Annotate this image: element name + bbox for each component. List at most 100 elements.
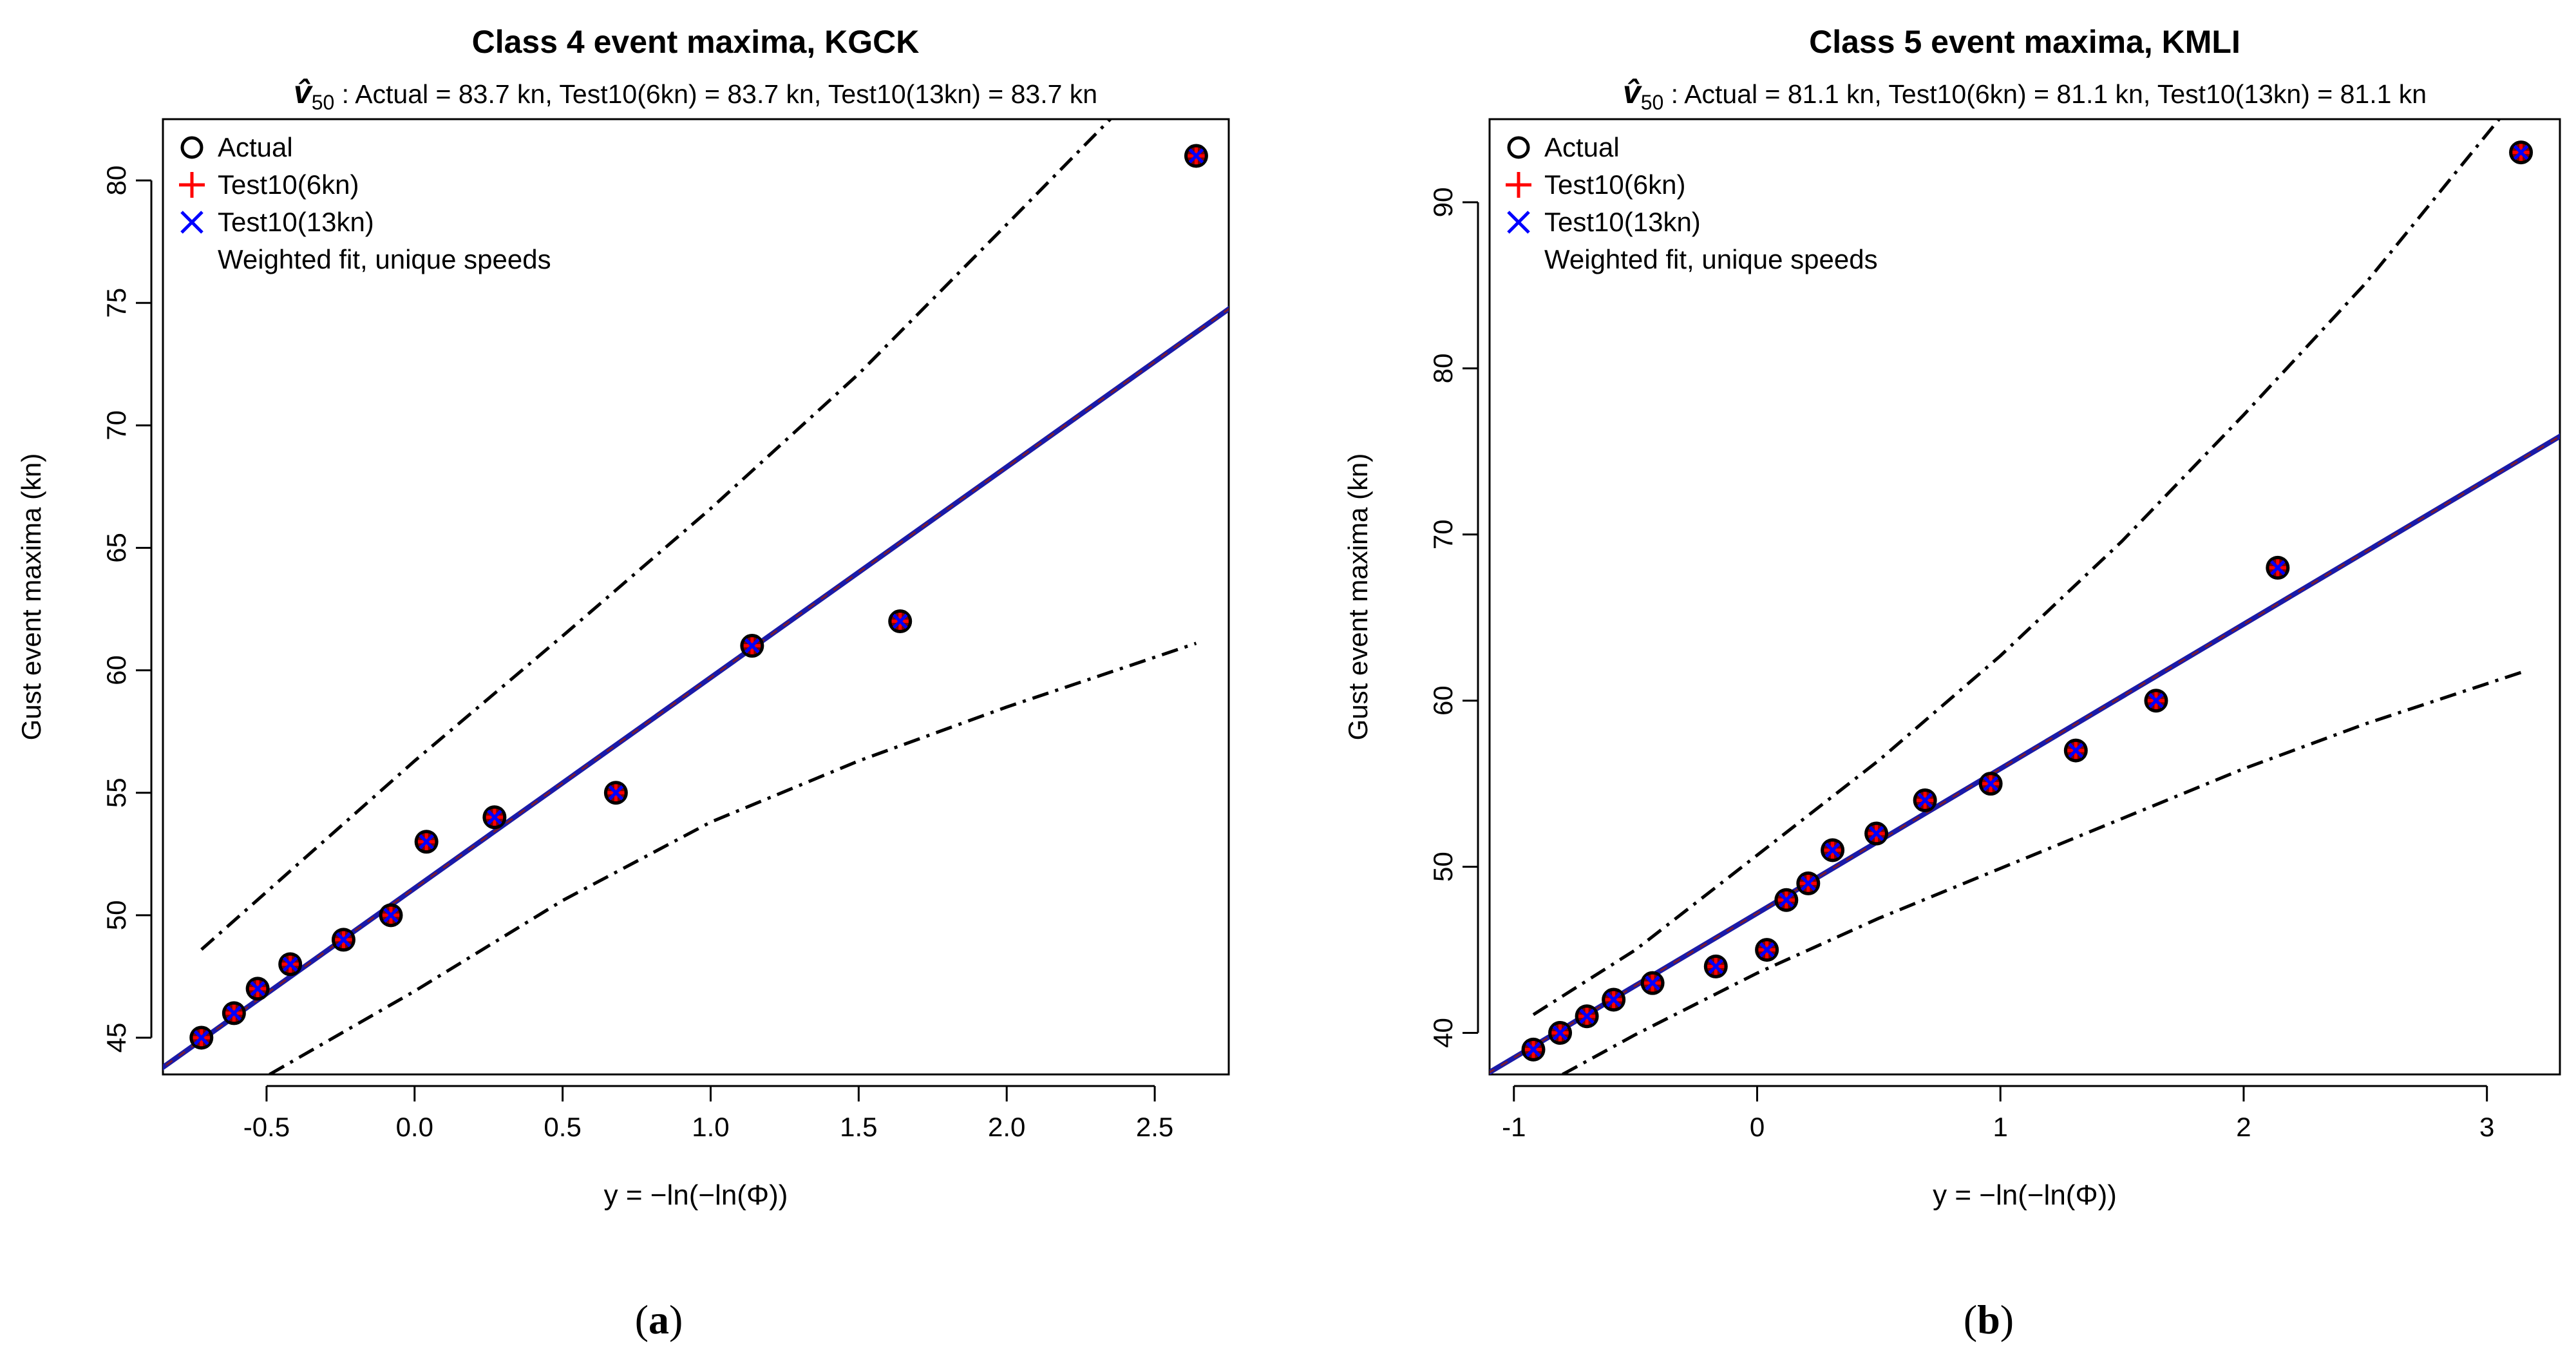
- panel-label-open: (: [635, 1297, 649, 1342]
- legend-fit-label: Weighted fit, unique speeds: [218, 244, 551, 274]
- test13-marker-b: [250, 981, 265, 996]
- data-point: [1602, 987, 1626, 1012]
- data-point: [1864, 821, 1889, 846]
- data-point: [331, 928, 355, 952]
- chart-subtitle: v̂50 : Actual = 83.7 kn, Test10(6kn) = 8…: [294, 74, 1097, 114]
- legend-test6-label: Test10(6kn): [218, 169, 359, 200]
- legend: Actual Test10(6kn) Test10(13kn) Weighted fi…: [179, 132, 551, 274]
- legend-actual-symbol: [180, 136, 204, 159]
- y-tick-label: 50: [1428, 852, 1458, 882]
- legend-test13-label: Test10(13kn): [1544, 207, 1701, 237]
- data-point: [1755, 938, 1779, 962]
- subtitle-symbol: v̂: [294, 74, 314, 110]
- fit-line-test6: [1490, 435, 2560, 1074]
- x-tick-label: 2.0: [988, 1112, 1025, 1142]
- test13-marker-b: [1552, 1025, 1568, 1041]
- test13-marker-b: [383, 908, 399, 923]
- test13-marker-b: [1645, 975, 1660, 991]
- test13-marker-b: [1759, 942, 1775, 958]
- y-tick-label: 50: [101, 900, 131, 930]
- x-tick-label: 1.5: [840, 1112, 877, 1142]
- y-tick-label: 75: [101, 288, 131, 318]
- upper-confidence-line: [1532, 119, 2501, 1016]
- test13-marker-b: [1868, 826, 1884, 841]
- upper-confidence-line: [200, 119, 1112, 951]
- data-point: [222, 1001, 246, 1025]
- subtitle-text: : Actual = 81.1 kn, Test10(6kn) = 81.1 k…: [1663, 79, 2427, 109]
- x-axis-label: y = −ln(−ln(Φ)): [1933, 1179, 2117, 1211]
- test13-marker-b: [2148, 692, 2164, 709]
- chart-title: Class 5 event maxima, KMLI: [1809, 24, 2240, 60]
- data-point: [1796, 871, 1821, 895]
- y-tick-label: 40: [1428, 1018, 1458, 1048]
- y-axis: 40 50 60 70 80 90: [1428, 187, 1479, 1048]
- x-tick-label: -1: [1502, 1112, 1526, 1142]
- legend-actual-symbol: [1507, 136, 1530, 159]
- x-tick-label: 2: [2236, 1112, 2251, 1142]
- subtitle-symbol: v̂: [1623, 74, 1643, 110]
- x-tick-label: 2.5: [1136, 1112, 1173, 1142]
- test13-marker-b: [1983, 776, 1998, 792]
- panel-label: (a): [635, 1297, 683, 1342]
- data-point: [1640, 971, 1665, 995]
- test13-marker-b: [336, 932, 352, 948]
- data-point: [245, 977, 270, 1001]
- panel-label-letter: a: [649, 1297, 669, 1342]
- data-point: [1548, 1021, 1573, 1045]
- y-tick-label: 55: [101, 777, 131, 808]
- data-point: [1821, 838, 1845, 863]
- fit-line-test13: [1490, 433, 2560, 1074]
- y-tick-label: 45: [101, 1023, 131, 1053]
- data-point: [2509, 140, 2533, 165]
- data-point: [414, 830, 439, 854]
- test13-marker-b: [1605, 992, 1622, 1007]
- y-tick-label: 80: [101, 166, 131, 196]
- plot-frame: [1488, 118, 2561, 1076]
- y-tick-label: 65: [101, 533, 131, 563]
- y-tick-label: 70: [101, 410, 131, 441]
- x-tick-label: 0.0: [396, 1112, 433, 1142]
- test13-marker-b: [1188, 148, 1204, 164]
- legend-test13-label: Test10(13kn): [218, 207, 374, 237]
- subtitle-subscript: 50: [312, 91, 335, 114]
- y-tick-label: 70: [1428, 519, 1458, 549]
- test13-marker-b: [892, 613, 908, 629]
- data-point: [603, 781, 628, 805]
- test13-marker-b: [226, 1006, 242, 1021]
- x-axis: -1 0 1 2 3: [1502, 1085, 2494, 1142]
- y-axis-label: Gust event maxima (kn): [16, 453, 46, 741]
- data-point: [1521, 1037, 1546, 1062]
- data-point: [2063, 738, 2088, 763]
- y-axis-label: Gust event maxima (kn): [1343, 453, 1373, 741]
- data-point: [278, 952, 303, 977]
- data-point: [2266, 555, 2290, 580]
- legend-actual-label: Actual: [1544, 132, 1620, 162]
- test13-marker-b: [2513, 144, 2529, 160]
- plot-area: [163, 119, 1229, 1074]
- test13-marker-b: [2068, 743, 2084, 758]
- panel-label-open: (: [1964, 1297, 1977, 1342]
- legend-test13-symbol-b: [1507, 211, 1530, 234]
- test13-marker-b: [1801, 875, 1816, 891]
- panel-label: (b): [1964, 1297, 2014, 1342]
- x-tick-label: 3: [2479, 1112, 2494, 1142]
- lower-confidence-line: [1562, 671, 2522, 1074]
- panel-label-close: ): [669, 1297, 683, 1342]
- test13-marker-b: [1579, 1008, 1595, 1024]
- x-tick-label: 0.5: [544, 1112, 581, 1142]
- y-tick-label: 60: [101, 655, 131, 685]
- data-point: [740, 634, 764, 658]
- test13-marker-b: [2270, 560, 2286, 576]
- test13-marker-b: [608, 785, 624, 801]
- subtitle-subscript: 50: [1641, 91, 1664, 114]
- data-point: [1184, 144, 1208, 168]
- x-tick-label: 1.0: [692, 1112, 729, 1142]
- y-tick-label: 90: [1428, 187, 1458, 218]
- legend-test13-symbol-b: [180, 211, 204, 234]
- test13-marker-b: [487, 809, 502, 825]
- data-point: [482, 805, 507, 830]
- data-point: [1913, 788, 1937, 812]
- data-point: [1703, 954, 1728, 978]
